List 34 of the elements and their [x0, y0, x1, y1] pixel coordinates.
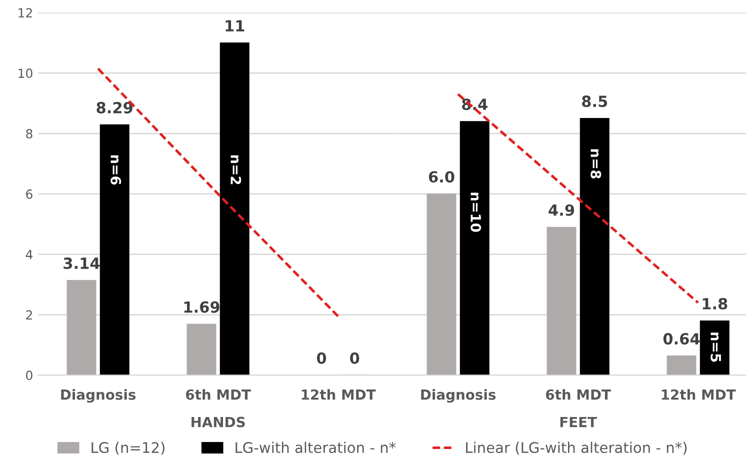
annotation: n=8: [590, 149, 602, 178]
x-tick-label: 12th MDT: [302, 389, 376, 400]
data-label: 11: [226, 20, 244, 32]
y-tick-label: 4: [26, 250, 32, 260]
x-tick-label: Diagnosis: [61, 389, 136, 403]
data-label: 4.9: [548, 204, 574, 216]
legend-label: Linear (LG-with alteration - n*): [466, 442, 687, 455]
y-tick-label: 12: [18, 8, 32, 18]
x-tick-label: 6th MDT: [546, 389, 611, 400]
data-label: 1.69: [184, 301, 220, 313]
y-tick-label: 2: [26, 310, 32, 320]
y-tick-label: 8: [26, 128, 32, 138]
x-tick-label: 6th MDT: [186, 389, 251, 400]
x-tick-label: Diagnosis: [421, 389, 496, 403]
y-tick-label: 10: [18, 68, 32, 78]
annotation: n=10: [470, 192, 482, 232]
data-label: 0: [350, 352, 360, 364]
data-label: 8.29: [96, 102, 132, 114]
annotation: n=6: [110, 155, 122, 185]
data-label: 8.5: [582, 96, 608, 108]
data-label: 0: [316, 352, 326, 364]
y-tick-label: 0: [26, 370, 32, 380]
legend-label: LG (n=12): [92, 442, 164, 455]
legend-label: LG-with alteration - n*: [236, 442, 396, 454]
annotation: n=2: [230, 155, 242, 184]
x-axis-title: HANDS: [192, 416, 245, 428]
annotation: n=5: [710, 332, 721, 362]
data-label: 0.64: [663, 333, 700, 345]
y-tick-label: 6: [26, 189, 32, 199]
x-axis-title: FEET: [560, 416, 597, 428]
data-label: 6.0: [428, 171, 454, 183]
data-label: 3.14: [64, 257, 100, 270]
data-label: 1.8: [702, 298, 728, 310]
x-tick-label: 12th MDT: [662, 389, 736, 400]
